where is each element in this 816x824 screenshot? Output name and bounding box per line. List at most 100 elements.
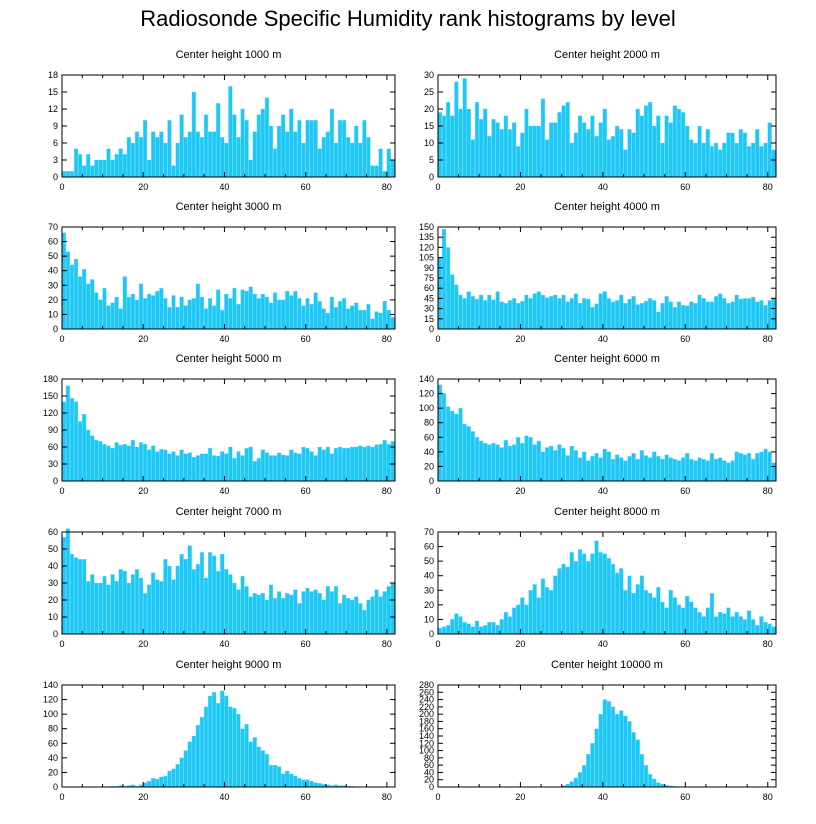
x-tick-label: 60	[301, 486, 311, 496]
y-tick-label: 105	[419, 253, 434, 263]
bar-81	[771, 462, 776, 482]
bar-41	[228, 446, 233, 482]
bar-66	[709, 301, 714, 330]
bar-48	[256, 114, 261, 178]
bar-73	[738, 129, 743, 178]
bar-14	[118, 569, 123, 635]
bar-52	[273, 598, 278, 635]
bar-16	[503, 440, 508, 482]
bar-41	[228, 298, 233, 330]
bar-73	[738, 616, 743, 635]
bar-20	[143, 444, 148, 482]
bar-7	[466, 108, 471, 178]
bar-54	[660, 601, 665, 635]
bar-14	[118, 148, 123, 178]
x-tick-label: 40	[598, 639, 608, 649]
x-tick-label: 0	[59, 792, 64, 802]
bar-0	[61, 536, 66, 635]
bar-27	[171, 295, 176, 330]
bar-47	[252, 461, 257, 482]
bar-47	[252, 593, 257, 635]
bar-44	[619, 294, 624, 330]
bar-39	[598, 552, 603, 635]
bar-52	[652, 125, 657, 178]
bar-35	[582, 298, 587, 330]
bar-40	[602, 448, 607, 482]
bar-4	[454, 81, 459, 178]
bar-23	[155, 778, 160, 788]
bar-81	[771, 149, 776, 178]
bar-54	[660, 303, 665, 330]
bar-52	[273, 292, 278, 330]
bar-17	[130, 142, 135, 178]
bar-22	[151, 778, 156, 788]
bar-18	[134, 299, 139, 330]
y-tick-label: 150	[419, 222, 434, 232]
bar-11	[106, 305, 111, 330]
bar-69	[722, 613, 727, 635]
bar-37	[212, 455, 217, 482]
y-tick-label: 100	[419, 746, 434, 756]
bar-75	[366, 445, 371, 482]
histogram-panel-8: 0 20 40 60 80 0 10 20 30 40 50 60 70 Center height 80…	[424, 506, 777, 649]
bar-71	[350, 446, 355, 482]
bar-8	[94, 440, 99, 482]
bar-42	[232, 288, 237, 330]
bar-6	[86, 154, 91, 178]
bar-42	[610, 706, 616, 788]
bar-13	[114, 154, 119, 178]
bar-11	[483, 442, 488, 482]
bar-2	[446, 102, 451, 178]
bar-23	[532, 125, 537, 178]
bar-5	[82, 269, 87, 330]
bar-9	[474, 437, 480, 482]
bar-42	[232, 458, 237, 482]
histogram-panel-6: 0 20 40 60 80 0 20 40 60 80 100 120 140 Center height…	[419, 353, 777, 496]
bar-12	[487, 622, 492, 635]
bar-58	[297, 298, 302, 330]
bar-3	[74, 557, 79, 635]
bar-2	[69, 553, 75, 635]
bar-56	[668, 590, 673, 635]
bar-31	[565, 455, 570, 482]
bar-11	[106, 148, 111, 178]
bar-6	[86, 429, 91, 482]
x-tick-label: 20	[515, 182, 525, 192]
bar-25	[540, 578, 545, 635]
bar-74	[742, 298, 747, 330]
y-tick-label: 40	[424, 571, 434, 581]
bar-38	[594, 540, 599, 635]
bar-45	[623, 715, 628, 788]
bar-58	[676, 460, 682, 482]
bar-56	[289, 773, 294, 788]
bar-43	[615, 713, 620, 788]
bar-60	[685, 453, 690, 482]
bar-34	[199, 453, 204, 482]
bar-41	[228, 706, 233, 788]
y-tick-label: 30	[48, 578, 58, 588]
y-tick-label: 3	[53, 155, 58, 165]
y-tick-label: 240	[419, 695, 434, 705]
bar-15	[499, 447, 504, 482]
bar-20	[143, 782, 148, 788]
y-tick-label: 5	[429, 155, 434, 165]
bar-53	[277, 591, 282, 635]
bar-21	[524, 294, 529, 330]
x-tick-label: 80	[382, 639, 392, 649]
bar-58	[297, 603, 302, 635]
bar-77	[374, 444, 379, 482]
bar-74	[362, 610, 367, 635]
bar-57	[293, 452, 298, 482]
bar-8	[94, 159, 99, 178]
bar-40	[224, 293, 229, 330]
bar-40	[602, 108, 607, 178]
x-tick-label: 20	[138, 792, 148, 802]
y-tick-label: 15	[424, 314, 434, 324]
bar-78	[378, 596, 383, 635]
bar-35	[582, 122, 587, 178]
bar-47	[631, 732, 636, 788]
bar-17	[130, 574, 135, 635]
y-tick-label: 0	[53, 324, 58, 334]
bar-21	[147, 449, 152, 482]
bar-28	[175, 142, 180, 178]
